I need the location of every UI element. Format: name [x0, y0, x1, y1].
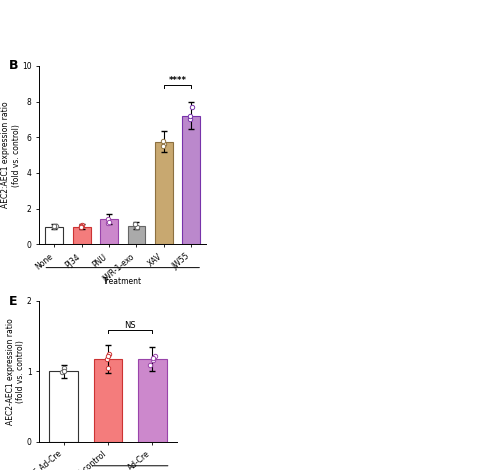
Point	[50, 223, 58, 230]
Bar	[128, 226, 145, 244]
Point	[131, 220, 139, 228]
Bar	[100, 219, 118, 244]
Bar	[49, 371, 78, 442]
Point	[104, 352, 111, 360]
Bar	[182, 116, 200, 244]
Point	[132, 223, 140, 230]
Point	[160, 142, 167, 150]
Point	[105, 351, 113, 358]
Point	[151, 352, 159, 360]
Text: E: E	[9, 295, 18, 308]
Bar	[46, 227, 63, 244]
Bar	[155, 142, 173, 244]
Bar	[94, 359, 122, 442]
Bar	[138, 359, 167, 442]
Point	[60, 364, 68, 371]
Point	[104, 364, 111, 372]
Point	[149, 356, 157, 363]
Point	[77, 223, 85, 231]
Point	[79, 221, 86, 229]
Point	[186, 115, 194, 122]
Point	[186, 112, 194, 120]
Point	[146, 361, 154, 368]
Text: Treatment: Treatment	[103, 276, 142, 286]
Point	[188, 103, 196, 111]
Point	[52, 222, 60, 230]
Text: ****: ****	[168, 76, 187, 85]
Point	[160, 140, 168, 148]
Point	[133, 223, 140, 231]
Point	[104, 219, 112, 227]
Y-axis label: AEC2:AEC1 expression ratio
(fold vs. control): AEC2:AEC1 expression ratio (fold vs. con…	[1, 102, 21, 208]
Point	[103, 356, 111, 363]
Text: NS: NS	[124, 321, 136, 330]
Y-axis label: AEC2-AEC1 expression ratio
(fold vs. control): AEC2-AEC1 expression ratio (fold vs. con…	[6, 318, 26, 425]
Point	[50, 222, 58, 230]
Bar	[73, 227, 91, 244]
Text: B: B	[9, 59, 19, 71]
Point	[159, 138, 167, 145]
Point	[106, 219, 113, 226]
Point	[58, 368, 66, 376]
Point	[60, 368, 68, 375]
Point	[105, 215, 112, 223]
Point	[77, 222, 85, 230]
Point	[149, 354, 157, 362]
